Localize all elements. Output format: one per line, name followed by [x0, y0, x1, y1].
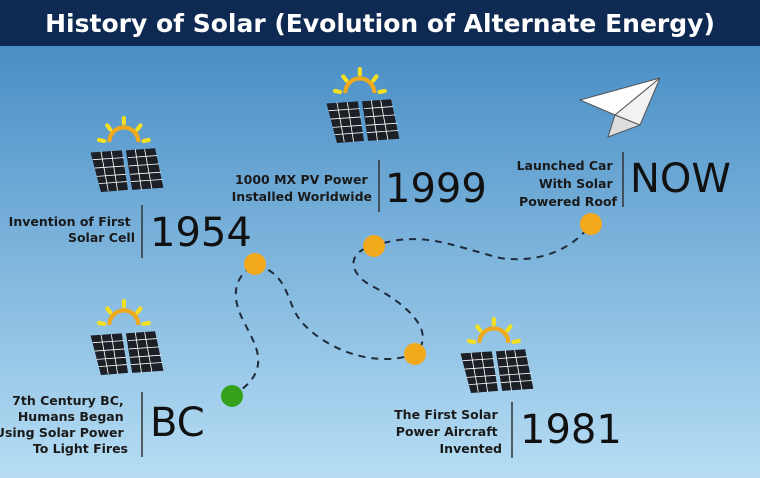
milestone-dot [244, 253, 266, 275]
milestone: Launched Car With Solar Powered Roof NOW [517, 152, 731, 209]
milestone: Invention of First Solar Cell 1954 [9, 205, 252, 258]
milestone-label: BC [150, 400, 205, 446]
milestone-label: NOW [630, 156, 731, 202]
milestone-description: The First Solar Power Aircraft Invented [394, 407, 502, 456]
milestone-description: 1000 MX PV Power Installed Worldwide [232, 172, 372, 204]
milestone-dot [363, 235, 385, 257]
milestone: 7th Century BC, Humans Began Using Solar… [0, 392, 205, 457]
milestone-label: 1981 [520, 407, 622, 453]
milestone-dot [580, 213, 602, 235]
header-bar [0, 0, 760, 46]
milestone-label: 1999 [385, 166, 487, 212]
milestone-description: Invention of First Solar Cell [9, 214, 135, 245]
milestone: 1000 MX PV Power Installed Worldwide 199… [232, 160, 487, 212]
title: History of Solar (Evolution of Alternate… [45, 9, 715, 38]
milestone-description: 7th Century BC, Humans Began Using Solar… [0, 393, 128, 456]
milestone-label: 1954 [150, 210, 252, 256]
milestone-description: Launched Car With Solar Powered Roof [517, 158, 618, 209]
milestone-dot [221, 385, 243, 407]
paper-plane [578, 77, 661, 138]
milestone: The First Solar Power Aircraft Invented … [394, 402, 622, 458]
milestone-dot [404, 343, 426, 365]
